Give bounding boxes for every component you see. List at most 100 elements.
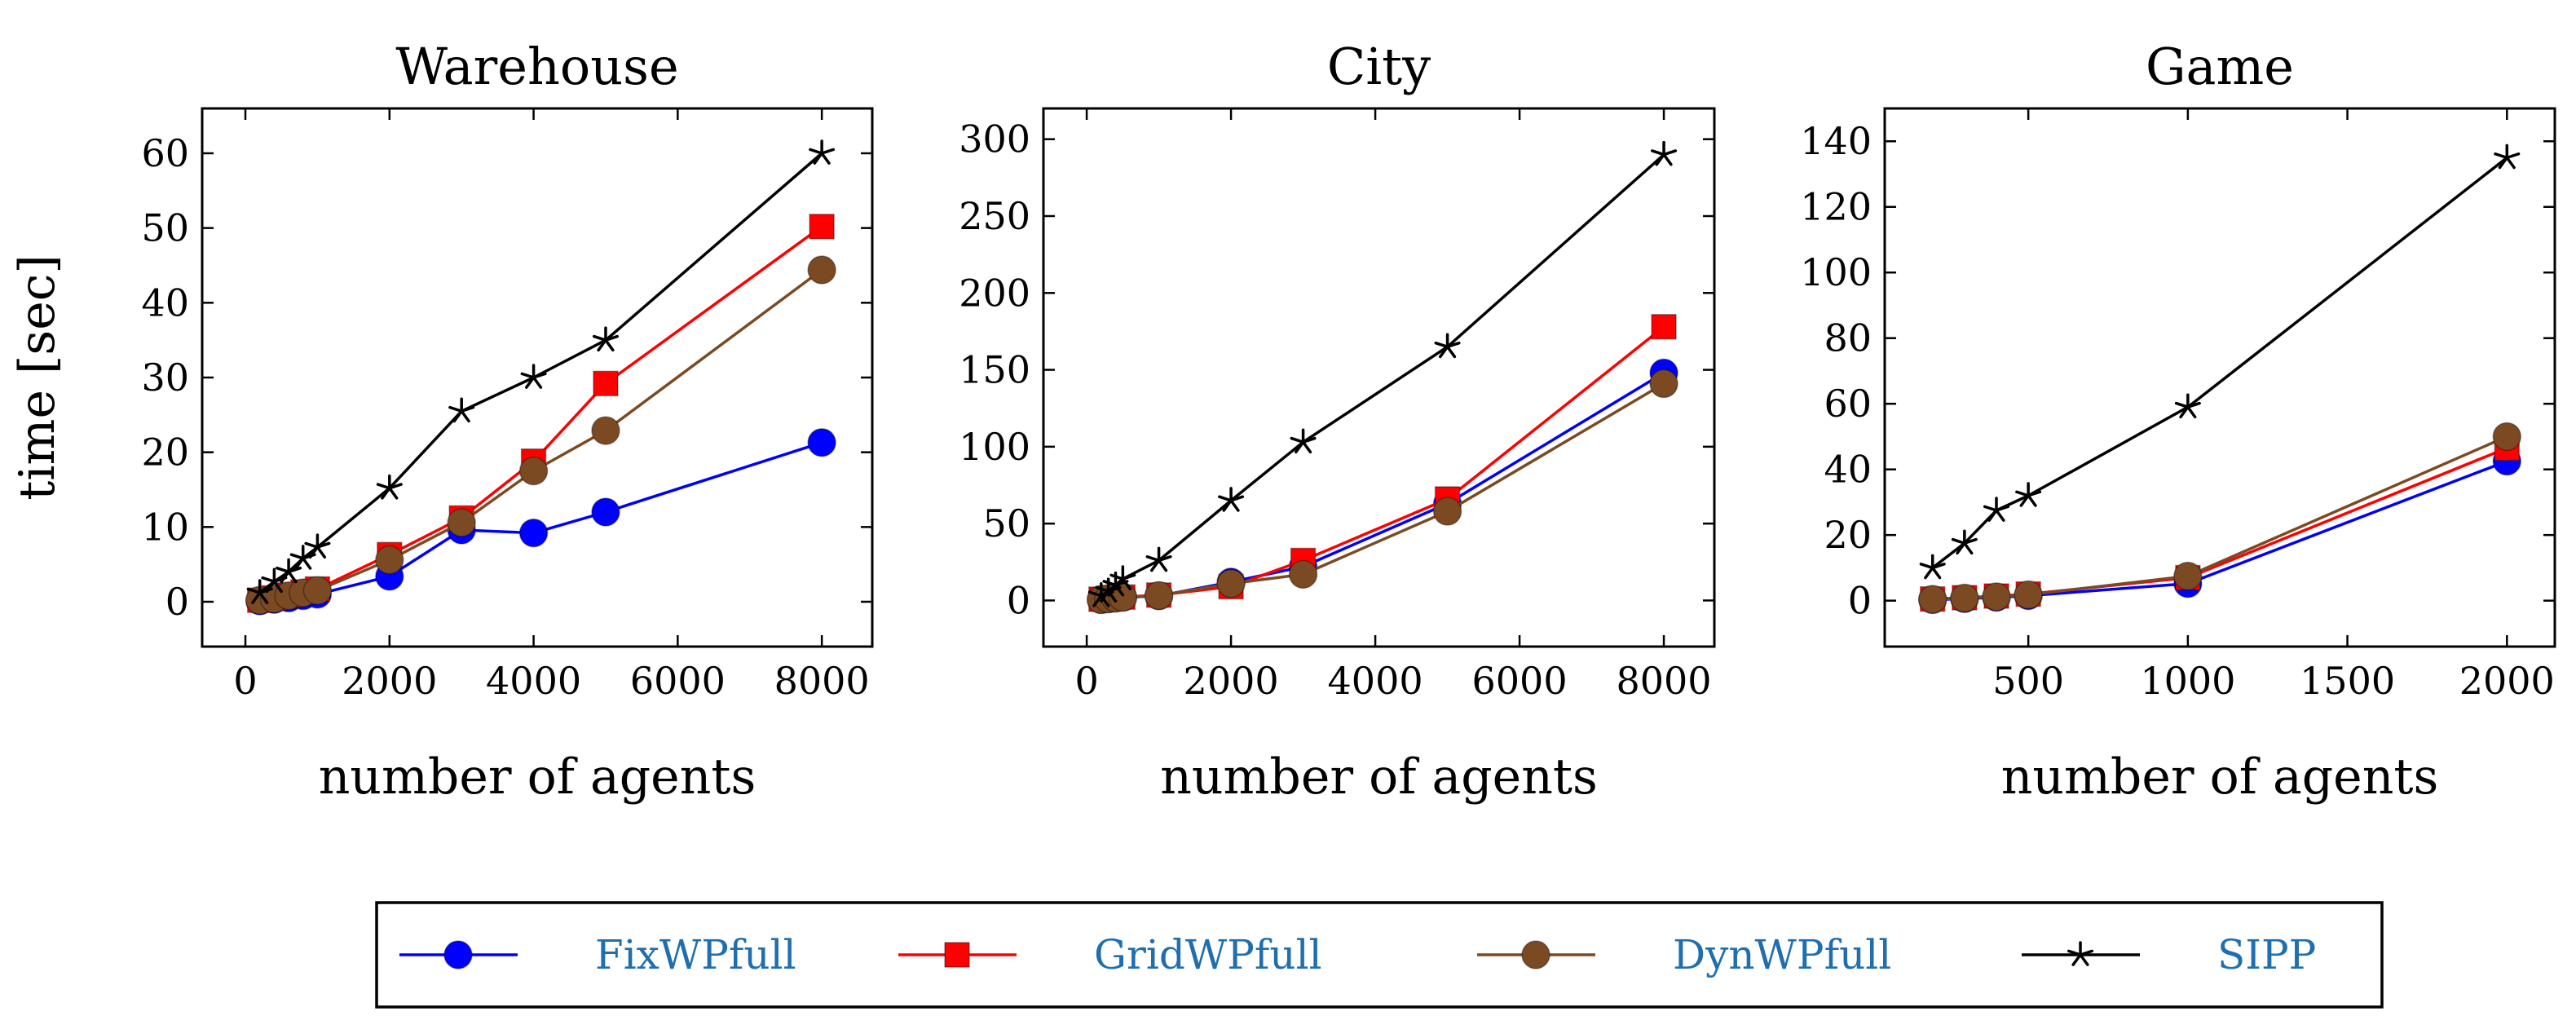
series-dynwpfull: [1917, 422, 2522, 614]
x-tick-label: 8000: [774, 659, 870, 703]
y-tick-label: 80: [1824, 316, 1872, 360]
data-point: [2173, 561, 2203, 591]
y-tick-label: 60: [141, 131, 189, 175]
y-axis-label: time [sec]: [9, 254, 66, 501]
y-tick-label: 20: [1824, 513, 1872, 557]
data-point: [2014, 580, 2043, 610]
data-point: [2015, 482, 2042, 507]
x-axis: 0 2000 4000 6000 8000: [233, 108, 870, 703]
y-tick-label: 40: [1824, 448, 1872, 492]
y-tick-label: 50: [982, 501, 1030, 545]
data-point: [375, 545, 404, 575]
series-line: [259, 268, 823, 602]
chart-title: Warehouse: [395, 37, 678, 96]
data-point: [1109, 565, 1136, 590]
y-axis: 0 50 100 150 200 250 300: [959, 117, 1714, 622]
plot-frame: [1883, 107, 2556, 648]
data-point: [1432, 497, 1462, 526]
x-tick-label: 1000: [2140, 659, 2235, 703]
series-sipp: [1919, 144, 2521, 580]
legend-entry-fixwpfull: FixWPfull: [399, 931, 796, 978]
series-dynwpfull: [1087, 369, 1678, 615]
x-axis: 500 1000 1500 2000: [1992, 108, 2555, 703]
data-point: [447, 508, 476, 537]
data-point: [1144, 581, 1174, 611]
y-axis: 0 20 40 60 80 100 120 140: [1800, 119, 2555, 623]
series-gridwpfull: [1919, 435, 2521, 612]
data-point: [807, 255, 836, 285]
data-point: [1649, 369, 1678, 399]
data-point: [591, 497, 620, 527]
y-tick-label: 100: [1800, 250, 1872, 294]
y-tick-label: 150: [959, 348, 1030, 392]
x-tick-label: 4000: [486, 659, 581, 703]
data-point: [1950, 583, 1979, 613]
x-tick-label: 4000: [1328, 659, 1423, 703]
legend-marker: [1521, 940, 1550, 969]
legend-label: DynWPfull: [1673, 931, 1891, 978]
y-tick-label: 200: [959, 271, 1030, 315]
data-point: [1919, 554, 1946, 580]
data-point: [1288, 559, 1318, 590]
x-axis-label: number of agents: [319, 749, 756, 806]
data-point: [1651, 314, 1677, 340]
data-point: [302, 576, 333, 605]
data-point: [809, 139, 836, 165]
data-point: [289, 545, 316, 570]
chart-city: City 0 2000 4000 6000 8000 0 50 100 150 200 250 300 n…: [959, 37, 1716, 806]
series-dynwpfull: [245, 255, 836, 615]
legend-marker: [2067, 941, 2094, 966]
series-fixwpfull: [1087, 358, 1678, 615]
data-point: [1216, 568, 1246, 598]
data-point: [593, 370, 619, 397]
legend: FixWPfull GridWPfull DynWPfull SIPP: [375, 901, 2384, 1009]
data-point: [809, 214, 835, 240]
data-point: [2494, 144, 2521, 170]
y-tick-label: 40: [141, 280, 189, 325]
data-point: [592, 326, 619, 352]
data-point: [1218, 487, 1245, 512]
series-line: [1932, 446, 2508, 601]
y-tick-label: 120: [1800, 185, 1872, 229]
data-point: [2174, 393, 2201, 419]
series-line: [1100, 153, 1665, 598]
legend-entry-gridwpfull: GridWPfull: [898, 931, 1322, 978]
chart-game: Game 500 1000 1500 2000 0 20 40 60 80 100 120 140 num…: [1800, 37, 2556, 806]
data-point: [520, 364, 547, 389]
series-line: [1101, 382, 1665, 602]
x-axis-label: number of agents: [2001, 749, 2438, 806]
data-point: [276, 558, 302, 584]
y-tick-label: 0: [165, 580, 189, 624]
legend-label: GridWPfull: [1094, 931, 1322, 978]
y-tick-label: 60: [1824, 382, 1872, 426]
data-point: [1434, 333, 1461, 359]
y-axis: 0 10 20 30 40 50 60: [141, 131, 872, 624]
data-point: [518, 518, 549, 548]
y-tick-label: 10: [141, 505, 189, 549]
data-point: [1290, 428, 1317, 454]
legend-label: SIPP: [2217, 931, 2316, 978]
series-line: [1931, 157, 2508, 569]
x-tick-label: 0: [1074, 659, 1098, 703]
data-point: [376, 474, 403, 500]
series-line: [1101, 371, 1665, 602]
y-tick-label: 140: [1800, 119, 1872, 163]
data-point: [246, 579, 273, 604]
data-point: [1983, 497, 2010, 522]
y-tick-label: 100: [959, 425, 1030, 469]
series-sipp: [1087, 140, 1678, 607]
x-tick-label: 8000: [1617, 659, 1712, 703]
y-tick-label: 50: [141, 206, 189, 250]
y-tick-label: 0: [1007, 578, 1030, 622]
chart-title: Game: [2146, 37, 2294, 96]
plot-frame: [1042, 107, 1716, 648]
y-tick-label: 300: [959, 117, 1030, 161]
data-point: [448, 397, 475, 423]
x-tick-label: 6000: [1472, 659, 1568, 703]
data-point: [1982, 582, 2011, 612]
x-axis: 0 2000 4000 6000 8000: [1074, 108, 1712, 703]
chart-warehouse: Warehouse 0 2000 4000 6000 8000 0 10 20 30 40 50 60 n…: [9, 37, 874, 806]
data-point: [1917, 585, 1947, 614]
